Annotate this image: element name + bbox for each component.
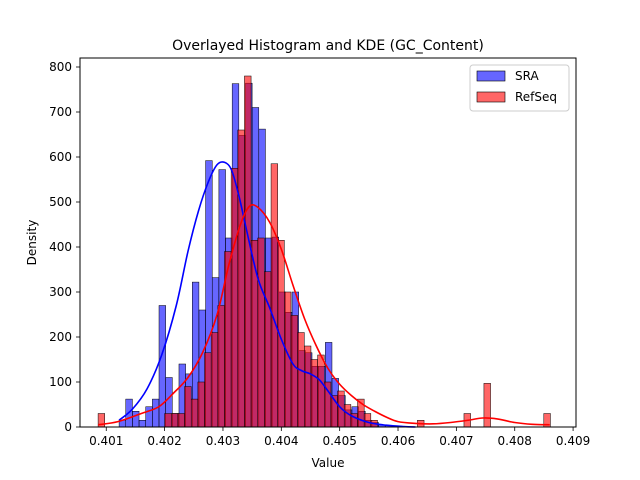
refseq-bar [270, 163, 278, 428]
x-tick-label: 0.403 [206, 434, 240, 448]
refseq-bar [177, 413, 185, 428]
refseq-bar [171, 413, 179, 428]
refseq-bar [217, 305, 225, 428]
refseq-bar [483, 383, 491, 428]
refseq-bar [317, 354, 325, 428]
refseq-bar [184, 386, 192, 428]
x-tick-label: 0.405 [322, 434, 356, 448]
refseq-bar [164, 413, 172, 428]
y-tick-label: 100 [49, 375, 72, 389]
refseq-bar [210, 332, 219, 428]
sra-bar [138, 420, 146, 428]
x-axis-label: Value [312, 456, 345, 470]
refseq-bar [363, 413, 372, 428]
refseq-bar [204, 352, 212, 428]
y-axis-label: Density [25, 220, 39, 266]
plot-frame [79, 57, 577, 428]
x-tick-label: 0.408 [498, 434, 532, 448]
refseq-bar [250, 240, 258, 428]
y-tick-label: 400 [49, 240, 72, 254]
x-tick-label: 0.409 [556, 434, 590, 448]
refseq-bar [297, 332, 305, 428]
kde-curves [97, 161, 550, 428]
x-tick-label: 0.401 [89, 434, 123, 448]
sra-bar [158, 305, 166, 428]
refseq-bar [304, 345, 312, 428]
refseq-bar [197, 381, 205, 428]
refseq-bar [310, 359, 318, 428]
refseq-bar [257, 237, 265, 428]
y-tick-label: 800 [49, 60, 72, 74]
sra-bar [132, 411, 140, 428]
refseq-bar [237, 129, 245, 428]
y-tick-label: 600 [49, 150, 72, 164]
refseq-bar [244, 75, 252, 428]
refseq-kde-line [97, 204, 550, 426]
sra-kde-line [118, 161, 416, 428]
y-tick-label: 0 [64, 420, 72, 434]
x-tick-label: 0.402 [147, 434, 181, 448]
refseq-bar [190, 398, 199, 428]
legend-swatch-sra [476, 70, 506, 82]
sra-bar [152, 398, 160, 428]
refseq-bar [264, 271, 272, 428]
refseq-bar [230, 168, 239, 428]
chart-title: Overlayed Histogram and KDE (GC_Content) [172, 38, 484, 54]
refseq-bars [97, 75, 551, 428]
legend-label-refseq: RefSeq [515, 90, 557, 104]
y-tick-label: 300 [49, 285, 72, 299]
y-tick-label: 500 [49, 195, 72, 209]
legend: SRA RefSeq [469, 64, 570, 112]
x-tick-label: 0.407 [439, 434, 473, 448]
x-tick-label: 0.406 [381, 434, 415, 448]
refseq-bar [290, 315, 298, 428]
x-axis-ticks: 0.401 0.402 0.403 0.404 0.405 0.406 0.407 0.408… [89, 427, 590, 448]
y-tick-label: 700 [49, 105, 72, 119]
x-tick-label: 0.404 [264, 434, 298, 448]
legend-label-sra: SRA [515, 69, 539, 83]
y-tick-label: 200 [49, 330, 72, 344]
refseq-bar [324, 381, 332, 428]
y-axis-ticks: 0 100 200 300 400 500 600 700 800 [49, 60, 80, 434]
legend-swatch-refseq [476, 91, 506, 103]
